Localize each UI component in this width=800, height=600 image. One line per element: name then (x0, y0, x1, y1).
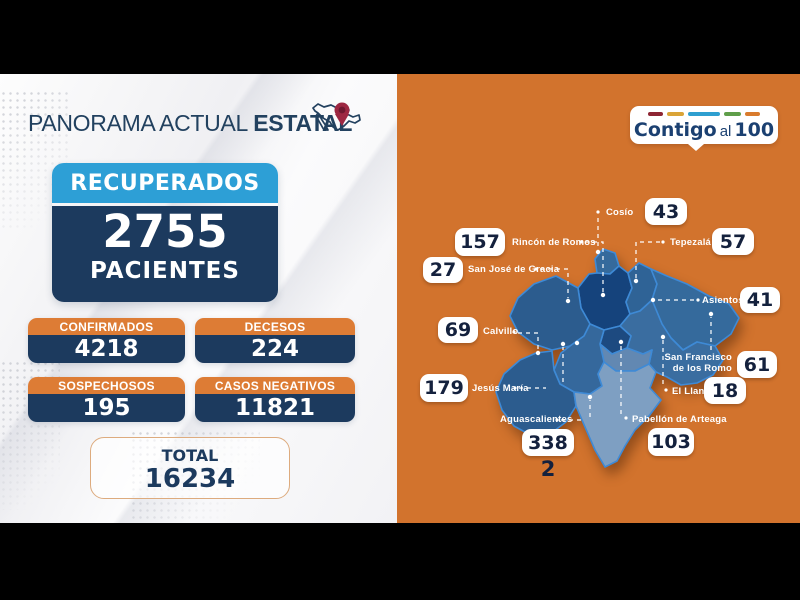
muni-label-tepezala: Tepezalá (670, 237, 712, 248)
stat-card-sospechosos: SOSPECHOSOS 195 (28, 377, 185, 422)
muni-label-calvillo: Calvillo (483, 326, 519, 337)
muni-label-jesus-maria: Jesús María (472, 383, 529, 394)
muni-label-line1: San Francisco (664, 352, 732, 363)
muni-label-san-francisco-de-los-romo: San Francisco de los Romo (660, 352, 732, 374)
stat-card-confirmados: CONFIRMADOS 4218 (28, 318, 185, 363)
stat-value: 195 (28, 394, 185, 422)
stat-label: CONFIRMADOS (28, 318, 185, 335)
total-value: 16234 (144, 464, 236, 494)
stat-value: 11821 (195, 394, 355, 422)
muni-badge-tepezala: 57 (712, 228, 754, 255)
stat-label: SOSPECHOSOS (28, 377, 185, 394)
recovered-value: 2755 (102, 205, 228, 258)
muni-label-rincon-de-romos: Rincón de Romos (512, 237, 596, 248)
muni-badge-asientos: 41 (740, 287, 780, 313)
stat-value: 4218 (28, 335, 185, 363)
muni-badge-aguascalientes-overflow: 2 (540, 457, 556, 481)
page-title: PANORAMA ACTUAL ESTATAL (28, 110, 352, 137)
logo-word-100: 100 (734, 118, 775, 141)
muni-badge-el-llano: 18 (704, 377, 746, 404)
recovered-card: RECUPERADOS 2755 PACIENTES (52, 163, 278, 302)
muni-badge-cosio: 43 (645, 198, 687, 225)
muni-label-line2: de los Romo (672, 363, 732, 374)
muni-label-san-jose-de-gracia: San José de Gracia (468, 264, 560, 275)
total-label: TOTAL (161, 446, 219, 465)
recovered-card-title: RECUPERADOS (52, 163, 278, 203)
recovered-card-body: 2755 PACIENTES (52, 206, 278, 302)
stat-label: CASOS NEGATIVOS (195, 377, 355, 394)
muni-badge-pabellon-de-arteaga: 103 (648, 428, 694, 456)
contigo-al-100-logo: Contigo al 100 (630, 106, 778, 151)
muni-badge-san-jose-de-gracia: 27 (423, 257, 463, 283)
logo-color-bars (630, 112, 778, 116)
muni-badge-aguascalientes: 338 (522, 429, 574, 456)
muni-badge-rincon-de-romos: 157 (455, 228, 505, 256)
stat-label: DECESOS (195, 318, 355, 335)
muni-badge-san-francisco-de-los-romo: 61 (737, 351, 777, 378)
muni-label-cosio: Cosío (606, 207, 634, 218)
muni-label-asientos: Asientos (702, 295, 744, 306)
logo-word-al: al (719, 122, 732, 140)
muni-label-aguascalientes: Aguascalientes (500, 414, 573, 425)
page-title-regular: PANORAMA ACTUAL (28, 110, 248, 136)
stat-value: 224 (195, 335, 355, 363)
muni-badge-calvillo: 69 (438, 317, 478, 343)
recovered-unit: PACIENTES (90, 258, 240, 284)
muni-label-el-llano: El Llano (672, 386, 711, 397)
muni-badge-jesus-maria: 179 (420, 374, 468, 402)
logo-word-contigo: Contigo (633, 118, 717, 141)
muni-label-pabellon-de-arteaga: Pabellón de Arteaga (632, 414, 727, 425)
stat-card-casos-negativos: CASOS NEGATIVOS 11821 (195, 377, 355, 422)
total-card: TOTAL 16234 (90, 437, 290, 499)
mexico-map-pin-icon (312, 102, 361, 131)
logo-text: Contigo al 100 (630, 119, 778, 141)
stat-card-decesos: DECESOS 224 (195, 318, 355, 363)
